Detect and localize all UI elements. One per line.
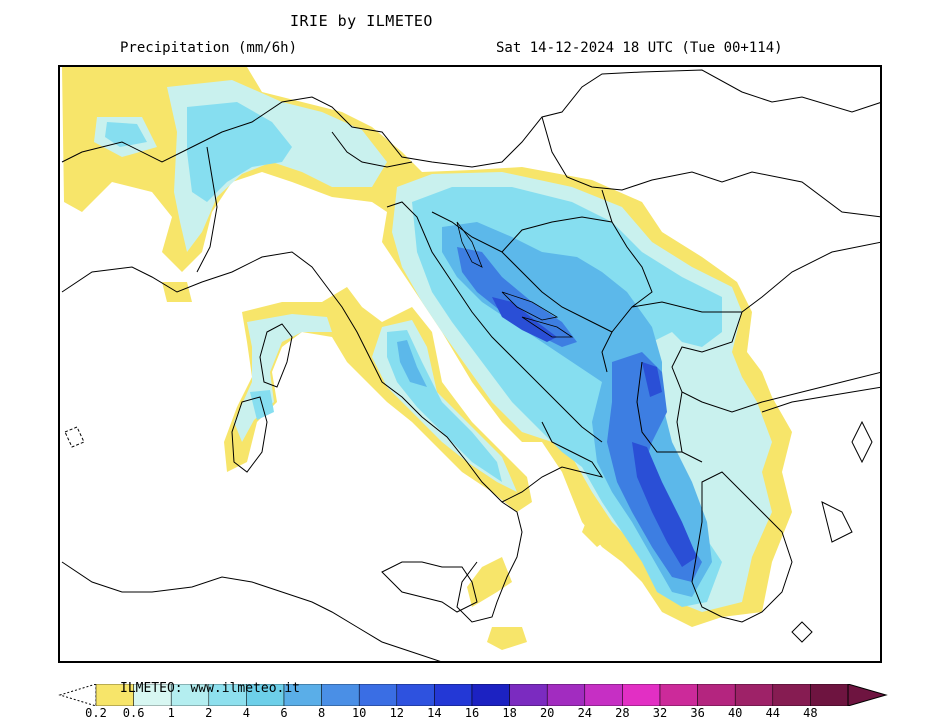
country-borders xyxy=(61,69,880,463)
coastlines xyxy=(61,201,880,661)
colorbar-tick-label: 20 xyxy=(539,706,555,720)
colorbar-bin-16 xyxy=(697,684,736,706)
colorbar-tick-label: 0.6 xyxy=(122,706,145,720)
colorbar-tick-label: 2 xyxy=(205,706,213,720)
precipitation-map xyxy=(58,65,882,663)
colorbar-bin-13 xyxy=(584,684,623,706)
colorbar-tick-label: 1 xyxy=(167,706,175,720)
colorbar-tick-label: 0.2 xyxy=(85,706,107,720)
colorbar-tick-label: 48 xyxy=(803,706,818,720)
colorbar-tick-label: 18 xyxy=(502,706,517,720)
colorbar-tick-label: 10 xyxy=(351,706,367,720)
colorbar-bin-17 xyxy=(734,684,774,706)
colorbar-bin-14 xyxy=(622,684,661,706)
colorbar-tick-label: 8 xyxy=(317,706,326,720)
dalmatian-islands xyxy=(456,221,574,338)
colorbar-tick-label: 24 xyxy=(577,706,593,720)
colorbar-bin-15 xyxy=(659,684,698,706)
colorbar-bin-8 xyxy=(396,684,435,706)
colorbar-tick-label: 14 xyxy=(427,706,442,720)
credit-label: ILMETEO: www.ilmeteo.it xyxy=(120,681,301,696)
variable-label: Precipitation (mm/6h) xyxy=(120,40,298,56)
colorbar-bin-18 xyxy=(772,684,811,706)
colorbar-arrow-low xyxy=(58,684,97,706)
colorbar-bin-7 xyxy=(358,684,398,706)
map-canvas xyxy=(61,67,880,661)
colorbar-tick-label: 32 xyxy=(652,706,668,720)
colorbar-arrow-high xyxy=(847,684,888,706)
colorbar-tick-label: 4 xyxy=(242,706,251,720)
colorbar-bin-12 xyxy=(546,684,586,706)
colorbar-bin-19 xyxy=(810,684,849,706)
colorbar-tick-label: 16 xyxy=(464,706,480,720)
colorbar xyxy=(58,684,888,706)
chart-title: IRIE by ILMETEO xyxy=(290,12,433,30)
colorbar-tick-label: 40 xyxy=(727,706,743,720)
valid-time-label: Sat 14-12-2024 18 UTC (Tue 00+114) xyxy=(496,40,783,56)
colorbar-tick-label: 36 xyxy=(690,706,705,720)
colorbar-tick-label: 12 xyxy=(389,706,405,720)
colorbar-ticks: 0.2 0.6 1 2 4 6 8 10 12 14 16 18 20 24 28 32 36 40 44 48 xyxy=(0,706,940,724)
colorbar-tick-label: 6 xyxy=(280,706,288,720)
colorbar-bin-9 xyxy=(434,684,473,706)
colorbar-bin-6 xyxy=(321,684,360,706)
colorbar-tick-label: 28 xyxy=(615,706,630,720)
colorbar-bin-11 xyxy=(509,684,548,706)
colorbar-tick-label: 44 xyxy=(765,706,781,720)
colorbar-bin-10 xyxy=(471,684,510,706)
precip-dark-area xyxy=(492,297,697,567)
